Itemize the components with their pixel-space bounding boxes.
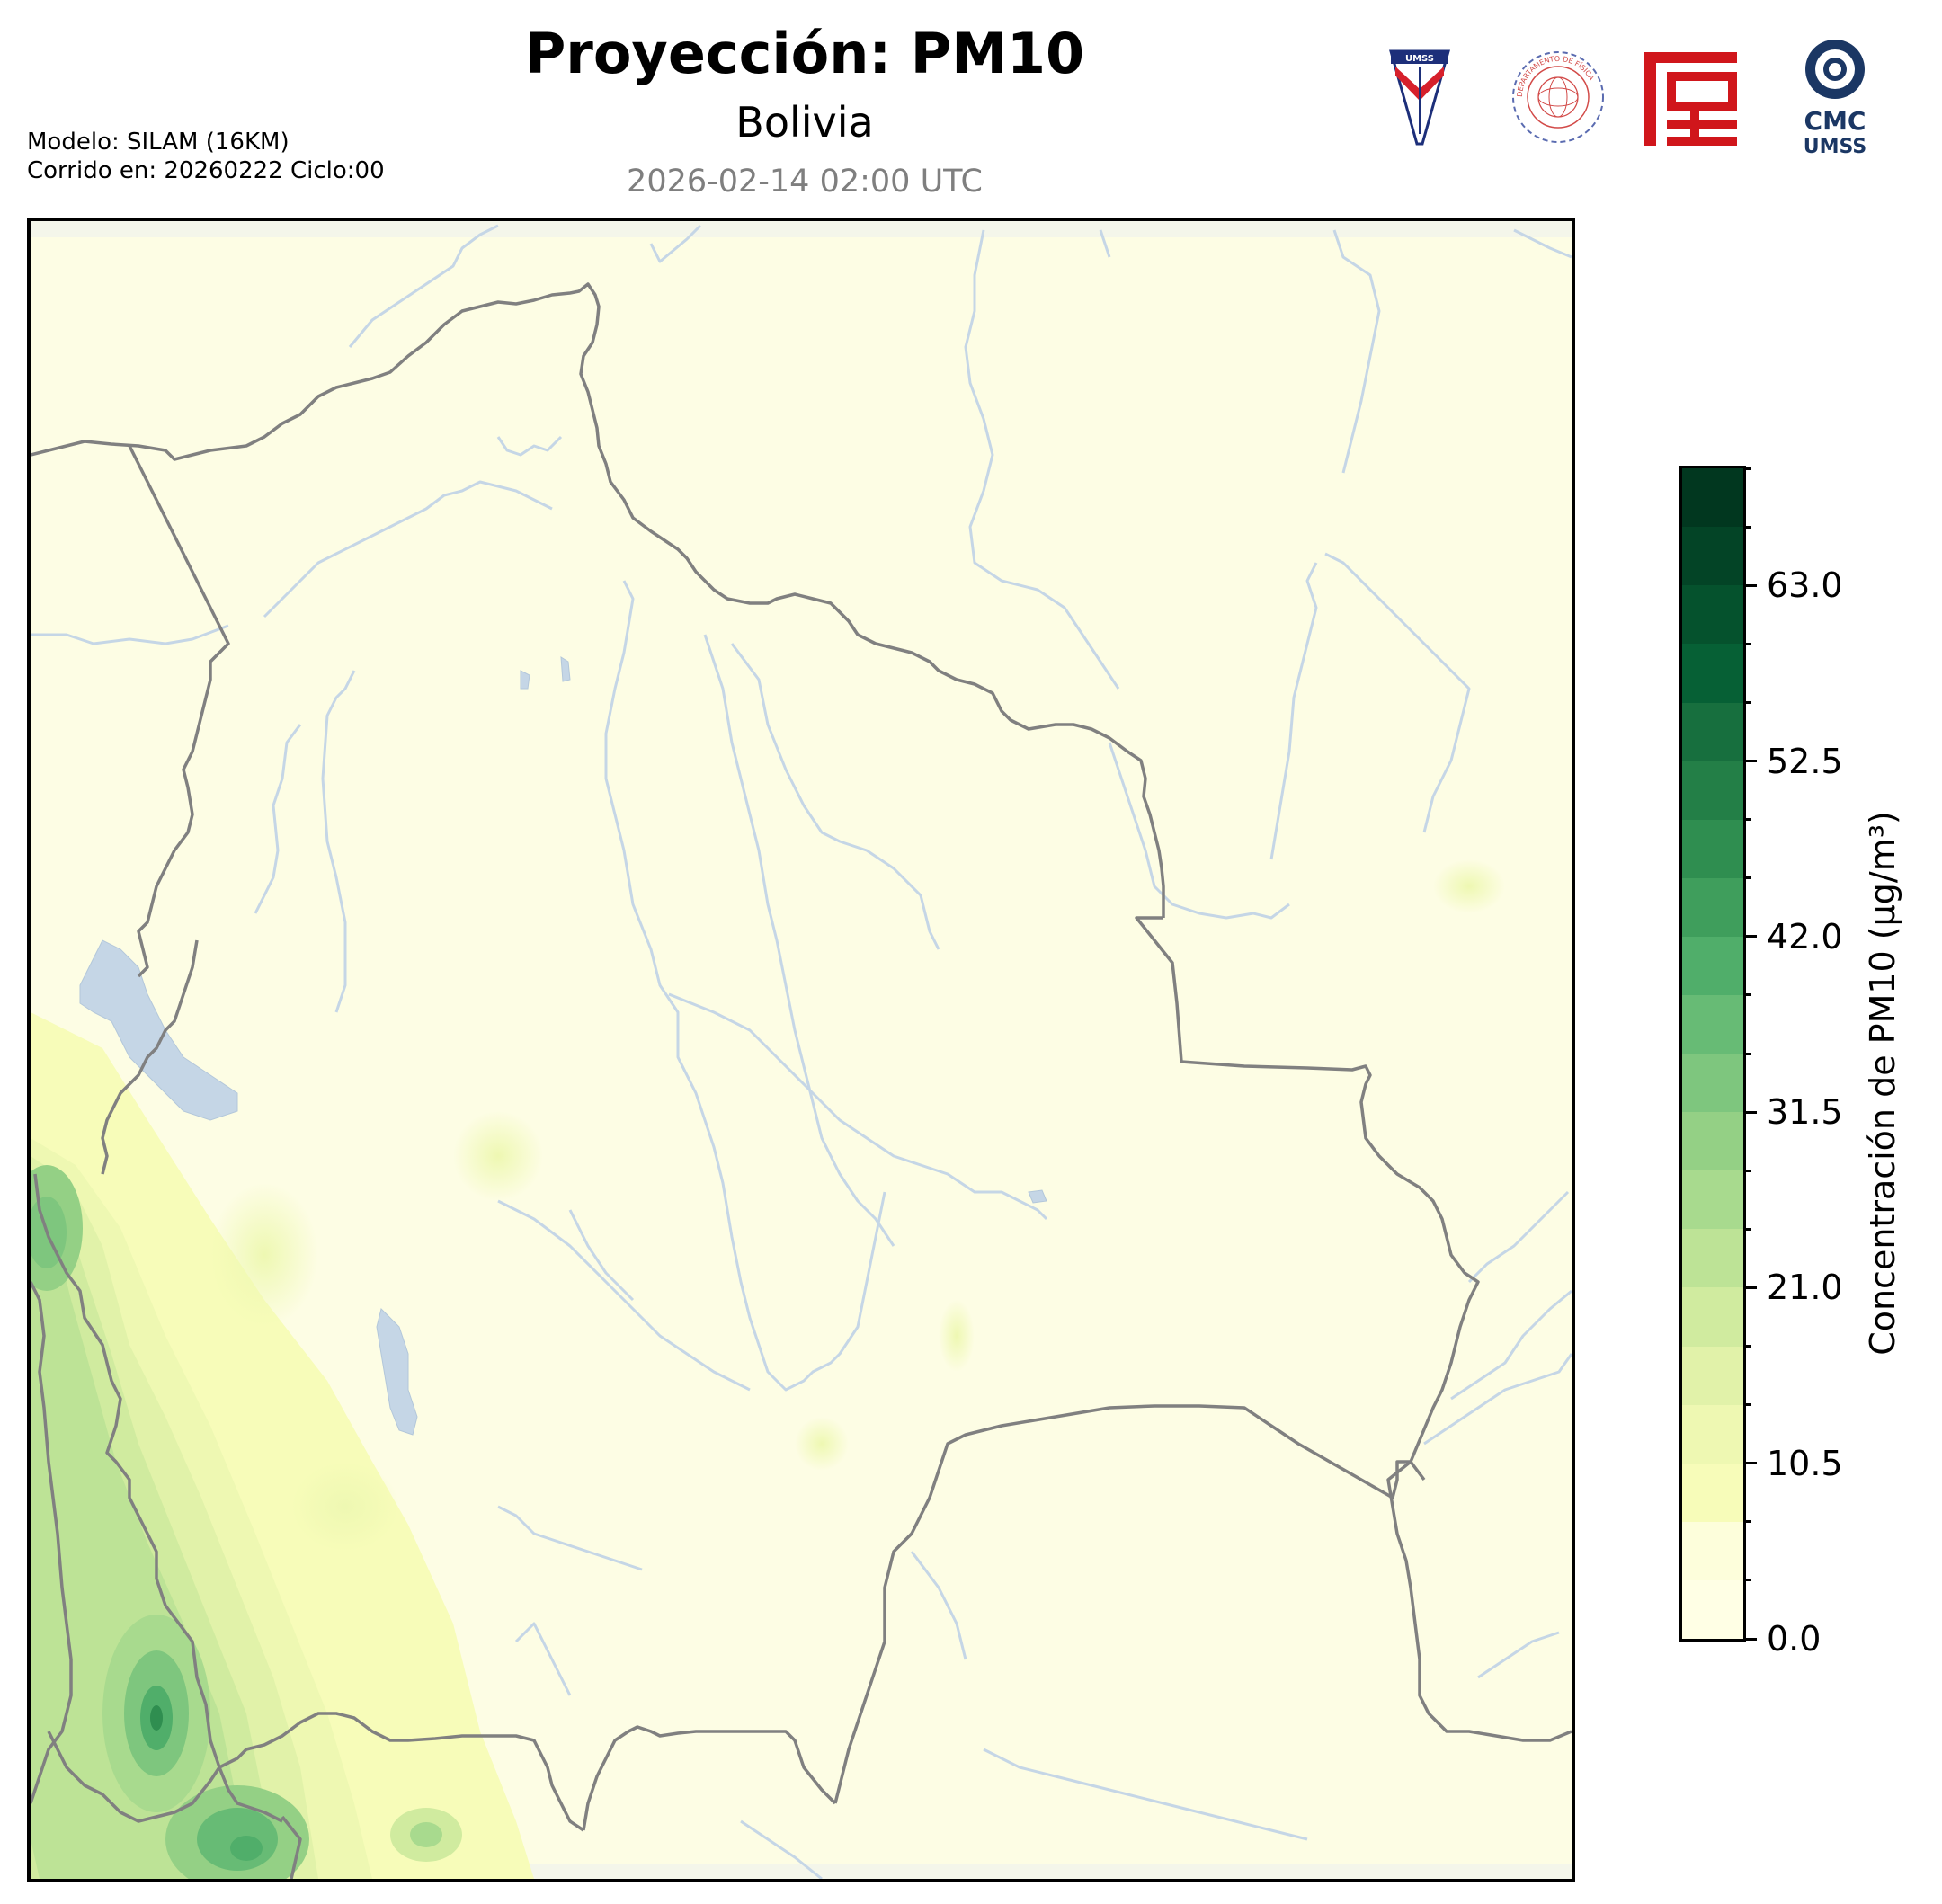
colorbar-major-tick bbox=[1743, 935, 1757, 939]
colorbar-tick-label: 10.5 bbox=[1767, 1443, 1843, 1483]
forecast-datetime: 2026-02-14 02:00 UTC bbox=[627, 164, 983, 200]
pm10-map[interactable] bbox=[27, 218, 1575, 1882]
colorbar-segment bbox=[1682, 1112, 1743, 1171]
colorbar-tick-label: 63.0 bbox=[1767, 565, 1843, 606]
pm10-concentration-bands bbox=[31, 859, 1505, 1879]
map-canvas bbox=[31, 221, 1572, 1879]
colorbar-major-tick bbox=[1743, 1286, 1757, 1289]
colorbar-segment bbox=[1682, 1229, 1743, 1288]
colorbar-minor-tick bbox=[1743, 876, 1751, 880]
country-borders bbox=[31, 282, 1572, 1879]
model-line: Modelo: SILAM (16KM) bbox=[27, 129, 290, 156]
rivers bbox=[31, 224, 1572, 1879]
svg-text:CMC: CMC bbox=[1804, 106, 1866, 136]
colorbar-major-tick bbox=[1743, 583, 1757, 587]
colorbar-minor-tick bbox=[1743, 1169, 1751, 1172]
colorbar-segment bbox=[1682, 468, 1743, 528]
colorbar-tick-label: 52.5 bbox=[1767, 741, 1843, 781]
colorbar-major-tick bbox=[1743, 760, 1757, 762]
colorbar: 0.0 10.5 21.0 31.5 42.0 52.5 63.0 bbox=[1672, 463, 1942, 1659]
cmc-umss-logo: CMC UMSS bbox=[1804, 40, 1866, 158]
colorbar-minor-tick bbox=[1743, 525, 1751, 529]
colorbar-segment bbox=[1682, 1521, 1743, 1580]
colorbar-segment bbox=[1682, 1404, 1743, 1464]
colorbar-minor-tick bbox=[1743, 818, 1751, 822]
colorbar-minor-tick bbox=[1743, 1403, 1751, 1407]
colorbar-minor-tick bbox=[1743, 1520, 1751, 1524]
colorbar-segment bbox=[1682, 1054, 1743, 1113]
colorbar-segment bbox=[1682, 994, 1743, 1054]
colorbar-major-tick bbox=[1743, 1637, 1757, 1641]
colorbar-segment bbox=[1682, 1579, 1743, 1639]
colorbar-segment bbox=[1682, 936, 1743, 995]
colorbar-tick-label: 0.0 bbox=[1767, 1619, 1822, 1659]
svg-text:UMSS: UMSS bbox=[1804, 136, 1866, 158]
colorbar-major-tick bbox=[1743, 1462, 1757, 1465]
umss-shield-logo: UMSS bbox=[1389, 49, 1450, 146]
colorbar-minor-tick bbox=[1743, 467, 1751, 470]
colorbar-segment bbox=[1682, 527, 1743, 586]
svg-text:UMSS: UMSS bbox=[1405, 54, 1434, 64]
colorbar-tick-label: 31.5 bbox=[1767, 1092, 1843, 1133]
colorbar-minor-tick bbox=[1743, 700, 1751, 704]
colorbar-minor-tick bbox=[1743, 1345, 1751, 1348]
lake-titicaca bbox=[79, 939, 238, 1121]
page-title: Proyección: PM10 bbox=[524, 21, 1085, 86]
red-emblem-logo bbox=[1644, 52, 1737, 146]
colorbar-minor-tick bbox=[1743, 1579, 1751, 1582]
lake-poopo bbox=[376, 1308, 418, 1436]
colorbar-segment bbox=[1682, 644, 1743, 703]
colorbar-segment bbox=[1682, 1287, 1743, 1347]
lakes bbox=[79, 656, 1047, 1436]
colorbar-segment bbox=[1682, 585, 1743, 645]
colorbar-tick-label: 21.0 bbox=[1767, 1268, 1843, 1308]
colorbar-minor-tick bbox=[1743, 642, 1751, 645]
region-subtitle: Bolivia bbox=[735, 98, 874, 147]
colorbar-segment bbox=[1682, 761, 1743, 820]
colorbar-major-tick bbox=[1743, 1110, 1757, 1114]
departamento-fisica-seal: DEPARTAMENTO DE FÍSICA bbox=[1512, 51, 1604, 143]
colorbar-segment bbox=[1682, 1346, 1743, 1405]
colorbar-segment bbox=[1682, 819, 1743, 878]
run-line: Corrido en: 20260222 Ciclo:00 bbox=[27, 157, 385, 184]
colorbar-segment bbox=[1682, 1463, 1743, 1522]
colorbar-minor-tick bbox=[1743, 1052, 1751, 1055]
colorbar-segment bbox=[1682, 877, 1743, 937]
model-info: Modelo: SILAM (16KM) Corrido en: 2026022… bbox=[27, 128, 385, 185]
colorbar-segment bbox=[1682, 1170, 1743, 1230]
colorbar-ramp bbox=[1679, 466, 1746, 1642]
institution-logos: UMSS DEPARTAMENTO DE FÍSICA CMC UMSS bbox=[1376, 36, 1879, 162]
colorbar-minor-tick bbox=[1743, 1227, 1751, 1231]
colorbar-label: Concentración de PM10 (µg/m³) bbox=[1863, 811, 1902, 1356]
colorbar-tick-label: 42.0 bbox=[1767, 916, 1843, 956]
colorbar-minor-tick bbox=[1743, 993, 1751, 997]
colorbar-segment bbox=[1682, 702, 1743, 761]
